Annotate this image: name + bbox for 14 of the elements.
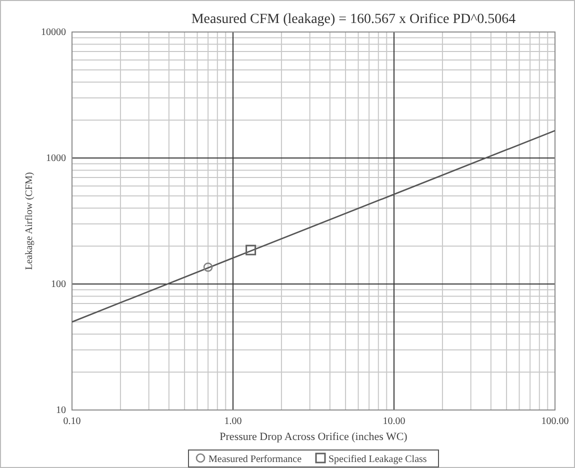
legend-label: Measured Performance bbox=[208, 454, 302, 465]
y-tick-label: 1000 bbox=[46, 153, 66, 164]
x-tick-label: 10.00 bbox=[382, 416, 406, 427]
x-tick-label: 0.10 bbox=[63, 416, 81, 427]
x-axis-title: Pressure Drop Across Orifice (inches WC) bbox=[220, 431, 408, 443]
y-tick-label: 10 bbox=[56, 405, 66, 416]
x-tick-label: 1.00 bbox=[224, 416, 242, 427]
y-axis-title: Leakage Airflow (CFM) bbox=[24, 172, 35, 270]
y-tick-label: 10000 bbox=[41, 27, 66, 38]
chart-title: Measured CFM (leakage) = 160.567 x Orifice PD^0.5064 bbox=[191, 12, 516, 27]
line-series bbox=[71, 130, 556, 323]
y-tick-label: 100 bbox=[51, 279, 66, 290]
x-tick-label: 100.00 bbox=[541, 416, 569, 427]
legend-label: Specified Leakage Class bbox=[328, 454, 427, 465]
